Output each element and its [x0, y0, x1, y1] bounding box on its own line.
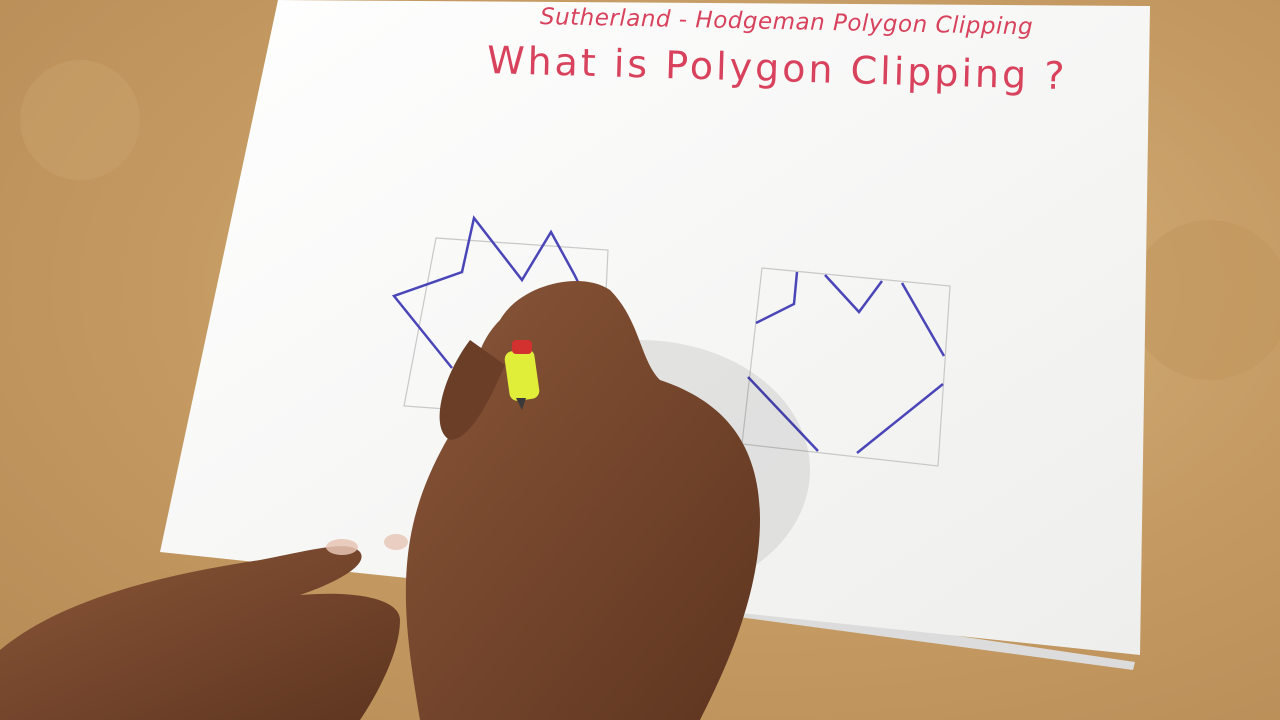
right-clip-window [741, 267, 951, 467]
left-hand [0, 534, 408, 720]
right-clipped-polygon [747, 271, 946, 454]
marker-pen [504, 340, 540, 410]
fingernail [326, 539, 358, 555]
table-texture [20, 60, 140, 180]
fingernail [384, 534, 408, 550]
left-star-polygon [391, 215, 584, 369]
right-hand [405, 281, 760, 720]
paper-sheet [160, 0, 1150, 655]
clipped-segment [747, 376, 819, 452]
table-texture [1130, 220, 1280, 380]
clipped-segment [856, 383, 944, 454]
clipped-segment [755, 271, 799, 325]
clipped-segment [824, 274, 884, 314]
clipped-segment [900, 282, 946, 357]
